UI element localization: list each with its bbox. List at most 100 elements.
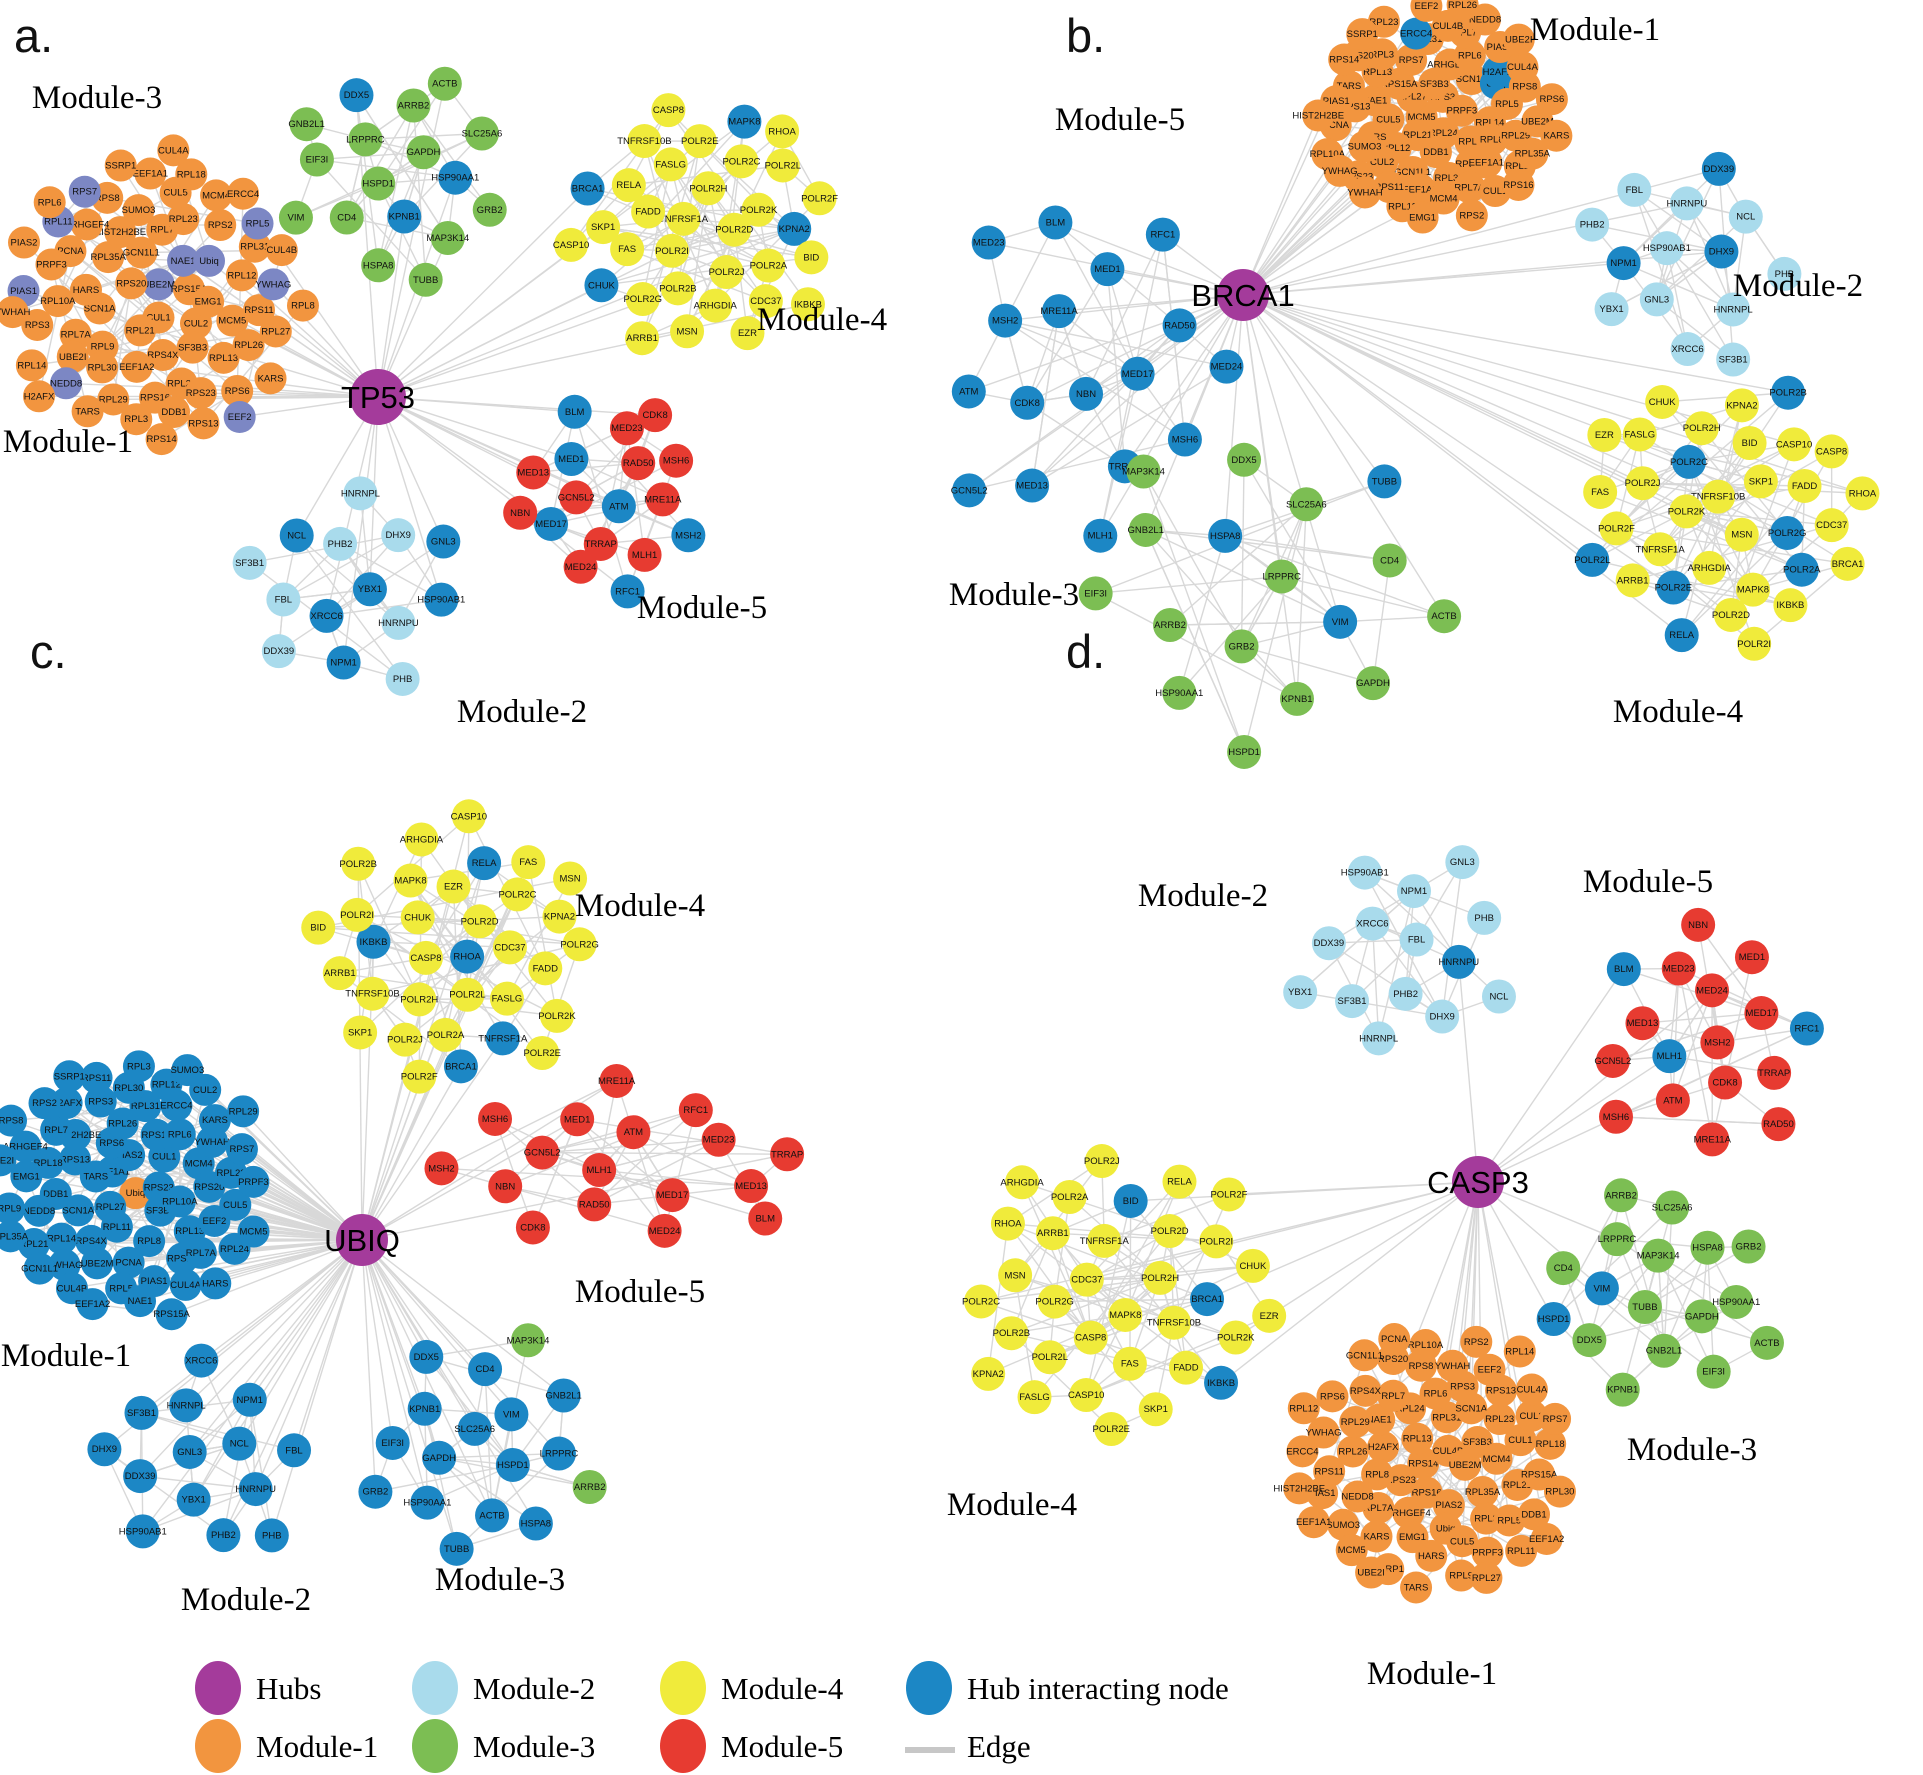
node-RPL6[interactable]: [163, 1118, 196, 1151]
node-HIST2H2BE[interactable]: [1283, 1472, 1316, 1505]
node-RPL14[interactable]: [45, 1222, 78, 1255]
node-KARS[interactable]: [254, 362, 287, 395]
node-POLR2B[interactable]: [660, 271, 695, 306]
node-RPL29[interactable]: [227, 1095, 260, 1128]
node-RPL13[interactable]: [1401, 1422, 1434, 1455]
node-MSH6[interactable]: [659, 443, 694, 478]
node-RPL27[interactable]: [259, 315, 292, 348]
node-MAPK8[interactable]: [1108, 1297, 1143, 1332]
node-RPS7[interactable]: [1539, 1402, 1572, 1435]
node-RPL3[interactable]: [1366, 38, 1399, 71]
node-POLR2F[interactable]: [1211, 1177, 1246, 1212]
node-RPL14[interactable]: [15, 349, 48, 382]
node-RPL6[interactable]: [1419, 1377, 1452, 1410]
node-RPS14[interactable]: [145, 423, 178, 456]
node-CUL4A[interactable]: [169, 1268, 202, 1301]
node-HSP90AA1[interactable]: [438, 160, 473, 195]
node-RPL8[interactable]: [286, 289, 319, 322]
node-YBX1[interactable]: [176, 1482, 211, 1517]
node-POLR2J[interactable]: [709, 255, 744, 290]
node-RPS15A[interactable]: [155, 1298, 188, 1331]
node-HSP90AB1[interactable]: [1347, 855, 1382, 890]
node-RPL35A[interactable]: [92, 241, 125, 274]
hub-BRCA1[interactable]: [1217, 269, 1269, 321]
node-RPL6[interactable]: [33, 186, 66, 219]
node-GNL3[interactable]: [172, 1434, 207, 1469]
node-BID[interactable]: [1732, 425, 1767, 460]
node-MED23[interactable]: [1661, 951, 1696, 986]
node-RPL30[interactable]: [86, 351, 119, 384]
node-POLR2F[interactable]: [802, 181, 837, 216]
hub-CASP3[interactable]: [1452, 1156, 1504, 1208]
node-SUMO3[interactable]: [1348, 130, 1381, 163]
node-FADD[interactable]: [631, 194, 666, 229]
node-MCM5[interactable]: [216, 304, 249, 337]
node-RPL30[interactable]: [1543, 1475, 1576, 1508]
node-NBN[interactable]: [1681, 907, 1716, 942]
node-EZR[interactable]: [436, 869, 471, 904]
node-GAPDH[interactable]: [1684, 1299, 1719, 1334]
node-DDX5[interactable]: [409, 1339, 444, 1374]
node-CHUK[interactable]: [1235, 1248, 1270, 1283]
node-YWHAH[interactable]: [1348, 176, 1381, 209]
node-MAP3K14[interactable]: [1641, 1238, 1676, 1273]
node-PRPF3[interactable]: [1445, 94, 1478, 127]
node-EEF2[interactable]: [1410, 0, 1443, 22]
node-POLR2D[interactable]: [1713, 597, 1748, 632]
node-GNB2L1[interactable]: [546, 1378, 581, 1413]
node-HNRNPL[interactable]: [1361, 1021, 1396, 1056]
node-RPS23[interactable]: [184, 377, 217, 410]
node-RPS6[interactable]: [221, 374, 254, 407]
node-GNL3[interactable]: [1445, 845, 1480, 880]
node-LRPPRC[interactable]: [541, 1436, 576, 1471]
node-HSP90AB1[interactable]: [1649, 231, 1684, 266]
node-FBL[interactable]: [266, 582, 301, 617]
node-TNFRSF1A[interactable]: [485, 1021, 520, 1056]
node-TNFRSF10B[interactable]: [1701, 479, 1736, 514]
node-SF3B3[interactable]: [176, 331, 209, 364]
node-DDX5[interactable]: [1572, 1323, 1607, 1358]
node-UBE2I[interactable]: [56, 340, 89, 373]
node-RPL3[interactable]: [122, 1050, 155, 1083]
node-PHB2[interactable]: [323, 526, 358, 561]
node-ARHGDIA[interactable]: [698, 288, 733, 323]
node-CHUK[interactable]: [400, 900, 435, 935]
node-H2AFX[interactable]: [1481, 56, 1514, 89]
node-CHUK[interactable]: [1645, 384, 1680, 419]
node-CDK8[interactable]: [515, 1210, 550, 1245]
node-FASLG[interactable]: [1017, 1380, 1052, 1415]
node-POLR2I[interactable]: [654, 233, 689, 268]
node-RPS13[interactable]: [187, 407, 220, 440]
node-ARRB1[interactable]: [322, 956, 357, 991]
node-RPL31[interactable]: [1430, 1401, 1463, 1434]
node-GRB2[interactable]: [472, 192, 507, 227]
node-MCM5[interactable]: [1335, 1534, 1368, 1567]
node-MSH6[interactable]: [1598, 1099, 1633, 1134]
node-POLR2B[interactable]: [994, 1316, 1029, 1351]
node-SKP1[interactable]: [343, 1015, 378, 1050]
node-POLR2C[interactable]: [964, 1284, 999, 1319]
node-LRPPRC[interactable]: [1599, 1222, 1634, 1257]
node-DHX9[interactable]: [87, 1432, 122, 1467]
node-POLR2B[interactable]: [341, 846, 376, 881]
node-PRPF3[interactable]: [35, 248, 68, 281]
node-ATM[interactable]: [1655, 1083, 1690, 1118]
node-EEF1A2[interactable]: [76, 1288, 109, 1321]
node-EZR[interactable]: [1587, 417, 1622, 452]
node-CUL4A[interactable]: [1506, 51, 1539, 84]
node-MED13[interactable]: [516, 455, 551, 490]
node-FAS[interactable]: [1583, 474, 1618, 509]
node-RPS6[interactable]: [1535, 83, 1568, 116]
node-MAPK8[interactable]: [1735, 572, 1770, 607]
node-RAD50[interactable]: [577, 1187, 612, 1222]
node-EIF3I[interactable]: [1696, 1354, 1731, 1389]
node-RFC1[interactable]: [678, 1093, 713, 1128]
node-SF3B1[interactable]: [1716, 342, 1751, 377]
node-KPNA2[interactable]: [777, 211, 812, 246]
node-YBX1[interactable]: [1594, 292, 1629, 327]
node-EEF1A2[interactable]: [1530, 1523, 1563, 1556]
node-EEF1A1[interactable]: [1470, 146, 1503, 179]
node-POLR2A[interactable]: [1052, 1179, 1087, 1214]
node-SF3B1[interactable]: [1335, 984, 1370, 1019]
node-POLR2H[interactable]: [691, 171, 726, 206]
